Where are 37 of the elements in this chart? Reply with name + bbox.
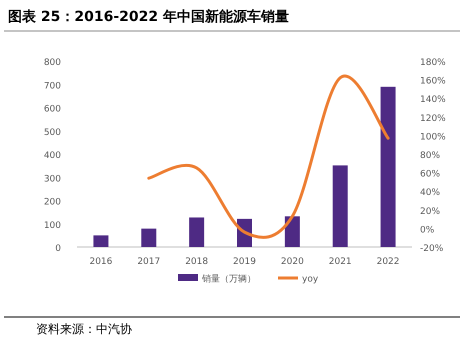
y-tick-label: 700 [44, 81, 62, 92]
text: 资料来源：中汽协 [36, 322, 132, 336]
y-tick-label: 400 [44, 151, 62, 161]
y-tick-label: 800 [44, 58, 62, 68]
bar [380, 86, 396, 247]
y2-tick-label: 20% [420, 206, 440, 217]
y2-tick-label: -20% [420, 244, 444, 254]
y-tick-label: 500 [44, 128, 62, 138]
x-tick-label: 2016 [89, 257, 113, 267]
bar [189, 217, 204, 247]
chart-title: 图表 25：2016-2022 年中国新能源车销量 [8, 8, 289, 25]
y2-tick-label: 100% [420, 132, 446, 142]
x-tick-label: 2021 [328, 257, 352, 267]
y-tick-label: 200 [44, 198, 62, 208]
bar [93, 235, 108, 247]
y2-tick-label: 160% [420, 76, 446, 87]
y2-tick-label: 140% [420, 95, 446, 106]
y2-tick-label: 60% [420, 170, 440, 180]
y2-tick-label: 120% [420, 114, 446, 124]
x-tick-label: 2022 [376, 257, 400, 267]
y2-tick-label: 80% [420, 151, 440, 161]
x-tick-label: 2018 [185, 257, 208, 267]
x-tick-label: 2019 [233, 257, 256, 267]
bar [284, 216, 300, 247]
y-tick-label: 600 [44, 104, 62, 114]
legend-label: yoy [302, 274, 319, 284]
y-tick-label: 300 [44, 174, 62, 184]
legend-label: 销量（万辆） [201, 274, 256, 284]
y-tick-label: 0 [55, 244, 62, 254]
x-tick-label: 2017 [137, 257, 160, 267]
y2-tick-label: 40% [420, 188, 440, 198]
bar [141, 228, 156, 247]
bar [332, 165, 348, 247]
y-tick-label: 100 [44, 220, 62, 231]
y2-tick-label: 0% [420, 225, 435, 236]
y2-tick-label: 180% [420, 58, 446, 68]
x-tick-label: 2020 [280, 257, 304, 267]
